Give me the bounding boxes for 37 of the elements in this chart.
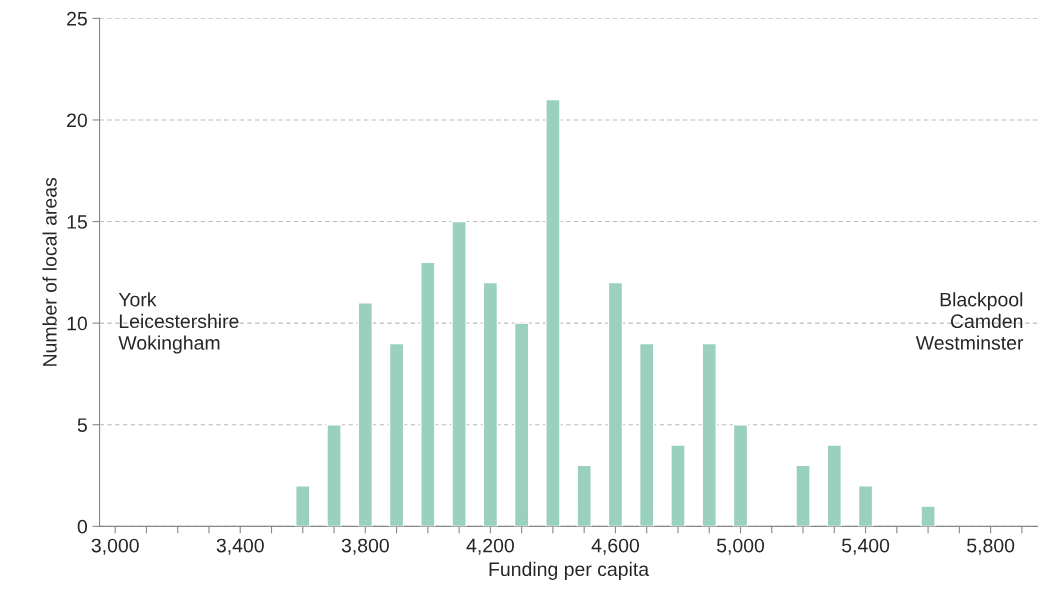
- y-tick-label: 20: [67, 113, 87, 128]
- y-tick-label: 10: [67, 316, 87, 331]
- y-axis-title: Number of local areas: [42, 177, 57, 366]
- x-tick-label: 5,800: [967, 538, 1015, 555]
- bar: [357, 302, 374, 527]
- x-tick-label: 4,600: [591, 538, 640, 555]
- x-tick-label: 3,400: [216, 538, 264, 555]
- bar: [826, 444, 843, 527]
- bar: [795, 464, 811, 527]
- bar: [513, 322, 530, 527]
- bar: [545, 98, 561, 527]
- bar: [326, 424, 342, 527]
- bar: [920, 505, 936, 527]
- bar: [388, 342, 405, 527]
- x-tick-label: 4,200: [466, 538, 514, 555]
- y-tick-label: 0: [77, 519, 87, 534]
- bar: [451, 220, 467, 527]
- x-axis-title: Funding per capita: [489, 561, 650, 580]
- bar: [638, 342, 655, 527]
- annotation: Blackpool Camden Westminster: [915, 292, 1024, 350]
- y-tick-label: 25: [67, 11, 87, 26]
- bar: [701, 342, 717, 527]
- x-tick-label: 3,000: [91, 538, 139, 555]
- y-tick-label: 15: [67, 215, 87, 229]
- x-tick-label: 3,800: [341, 538, 389, 555]
- bar: [732, 424, 749, 527]
- x-tick-label: 5,000: [716, 538, 765, 555]
- bar: [607, 281, 624, 527]
- bar: [420, 261, 436, 527]
- bar: [857, 484, 874, 527]
- annotation: York Leicestershire Wokingham: [118, 292, 239, 354]
- bar: [482, 281, 499, 527]
- x-tick-label: 5,400: [842, 538, 890, 555]
- bar: [576, 464, 592, 527]
- y-tick-label: 5: [77, 418, 87, 432]
- bar: [295, 484, 311, 527]
- bar: [670, 444, 686, 527]
